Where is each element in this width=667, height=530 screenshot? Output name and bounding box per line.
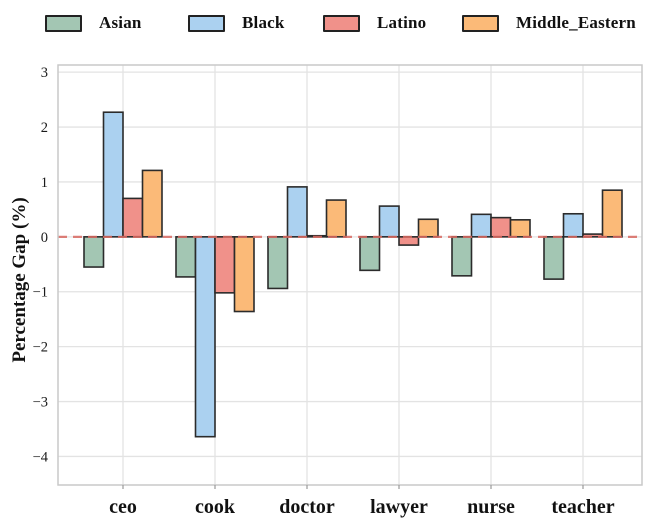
bar-black-doctor: [286, 186, 308, 238]
y-tick-label: −2: [33, 340, 48, 356]
plot-border: [57, 64, 643, 486]
y-axis-title: Percentage Gap (%): [9, 197, 30, 363]
y-tick-label: −3: [33, 395, 48, 411]
chart-area: Percentage Gap (%) 3 2 1 0 −1 −2 −3 −4 ceo cook do…: [0, 55, 667, 525]
x-category-label: lawyer: [370, 496, 428, 518]
bar-black-nurse: [470, 213, 492, 238]
y-tick-label: 3: [41, 65, 48, 81]
bar-middle_eastern-ceo: [141, 169, 163, 238]
x-category-label: cook: [195, 496, 236, 518]
bar-middle_eastern-doctor: [325, 199, 347, 238]
bar-black-ceo: [102, 111, 124, 238]
bar-black-cook: [194, 236, 216, 438]
x-category-label: ceo: [109, 496, 137, 518]
legend-item-latino: Latino: [323, 13, 426, 33]
bar-black-lawyer: [378, 205, 400, 238]
bar-asian-teacher: [543, 236, 565, 280]
y-tick-label: −4: [33, 449, 49, 465]
y-tick-label: 0: [41, 230, 48, 246]
bar-latino-ceo: [122, 197, 144, 238]
y-tick-label: −1: [33, 285, 48, 301]
legend-label: Black: [242, 13, 285, 32]
bar-asian-doctor: [267, 236, 289, 290]
bar-middle_eastern-lawyer: [417, 218, 439, 238]
x-category-label: doctor: [279, 496, 335, 518]
legend-item-black: Black: [188, 13, 285, 33]
bar-middle_eastern-cook: [233, 236, 255, 313]
legend-label: Latino: [377, 13, 427, 32]
bar-latino-cook: [214, 236, 236, 294]
bar-asian-nurse: [451, 236, 473, 277]
x-category-label: teacher: [551, 496, 614, 518]
y-tick-label: 1: [41, 175, 48, 191]
chart-legend: Asian Black Latino Middle_Eastern: [0, 0, 667, 55]
bar-middle_eastern-teacher: [601, 189, 623, 238]
legend-swatch-asian: [45, 14, 82, 32]
bar-black-teacher: [562, 212, 584, 238]
bar-middle_eastern-nurse: [509, 219, 531, 238]
y-tick-label: 2: [41, 120, 48, 136]
legend-item-asian: Asian: [45, 13, 142, 33]
bar-asian-lawyer: [359, 236, 381, 272]
x-category-label: nurse: [467, 496, 515, 518]
legend-swatch-black: [188, 14, 225, 32]
legend-label: Middle_Eastern: [516, 13, 636, 32]
legend-item-middle_eastern: Middle_Eastern: [462, 13, 636, 33]
bar-asian-ceo: [83, 236, 105, 268]
bar-asian-cook: [175, 236, 197, 278]
bar-chart: 3 2 1 0 −1 −2 −3 −4 ceo cook doctor lawyer nurse teac…: [33, 64, 643, 518]
legend-swatch-latino: [323, 14, 360, 32]
legend-label: Asian: [99, 13, 142, 32]
legend-swatch-middle_eastern: [462, 14, 499, 32]
bar-latino-lawyer: [398, 236, 420, 246]
bar-latino-nurse: [490, 216, 512, 238]
